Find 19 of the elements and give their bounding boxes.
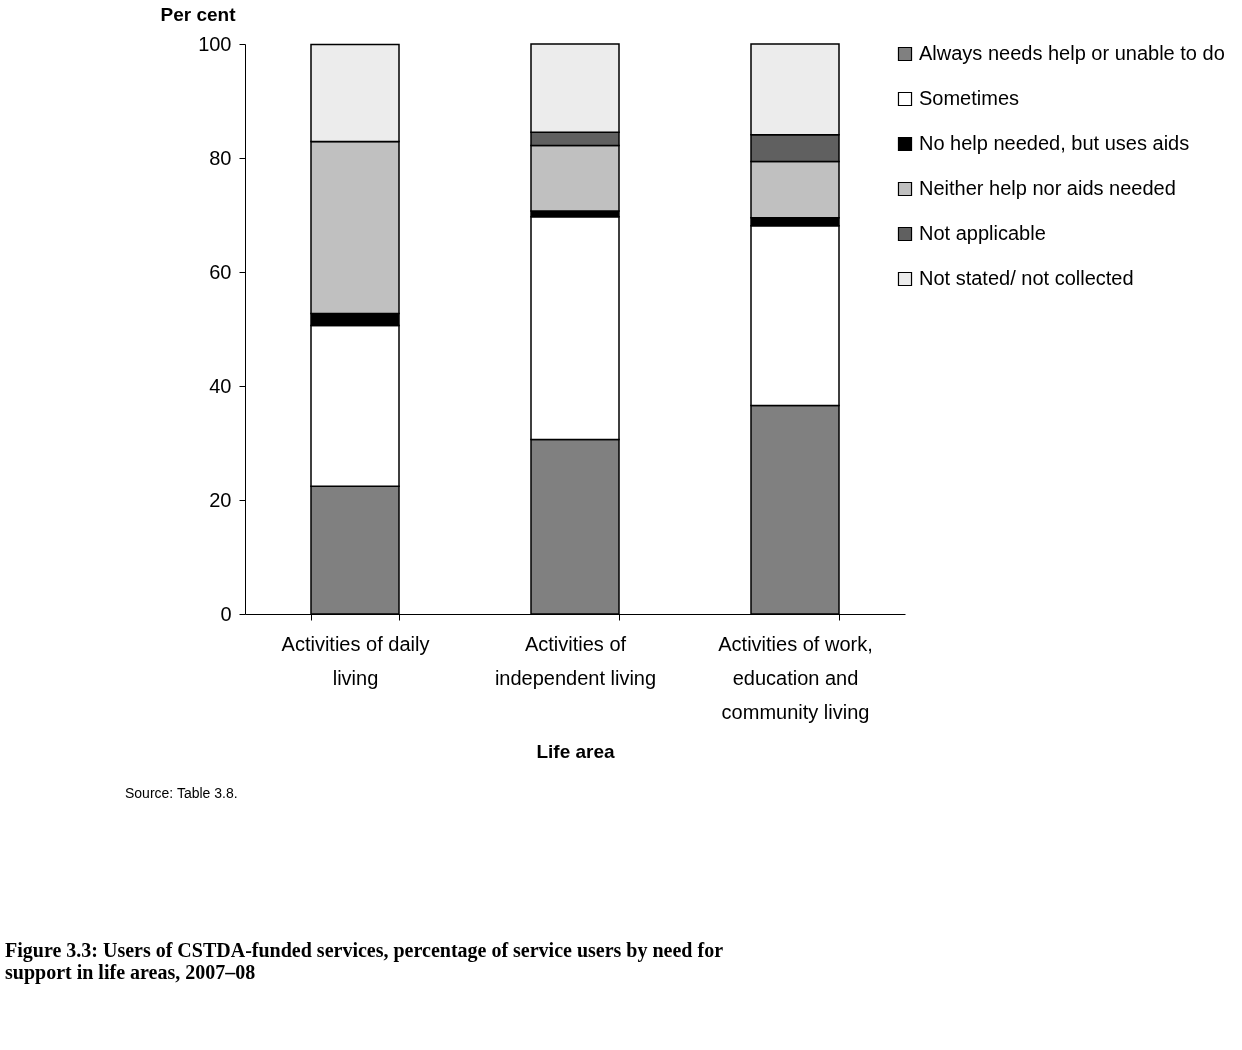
y-tick-label: 100 xyxy=(198,32,232,55)
x-axis-title: Life area xyxy=(536,740,616,762)
y-tick-label: 80 xyxy=(209,146,232,169)
x-tick-label: Activities of independent living xyxy=(494,632,657,689)
legend-label: Not stated/ not collected xyxy=(919,267,1134,289)
y-tick-label: 20 xyxy=(209,488,232,511)
legend-label: Neither help nor aids needed xyxy=(919,177,1176,199)
legend-label: Not applicable xyxy=(919,222,1046,244)
legend-label: Always needs help or unable to do xyxy=(919,42,1225,64)
x-tick-label: Activities of work, education and community living xyxy=(718,632,873,723)
legend-label: Sometimes xyxy=(919,87,1020,109)
y-tick-label: 0 xyxy=(220,602,232,625)
text: Figure 3.3: Users of CSTDA-funded services, percentage of service users by need for support in life areas, 2007–08 xyxy=(5,939,724,984)
y-axis-title: Per cent xyxy=(160,3,237,25)
y-tick-label: 60 xyxy=(209,260,232,283)
y-tick-label: 40 xyxy=(209,374,232,397)
x-tick-label: Activities of daily living xyxy=(281,632,430,689)
source-note: Source: Table 3.8. xyxy=(125,785,238,801)
legend-label: No help needed, but uses aids xyxy=(919,132,1190,154)
